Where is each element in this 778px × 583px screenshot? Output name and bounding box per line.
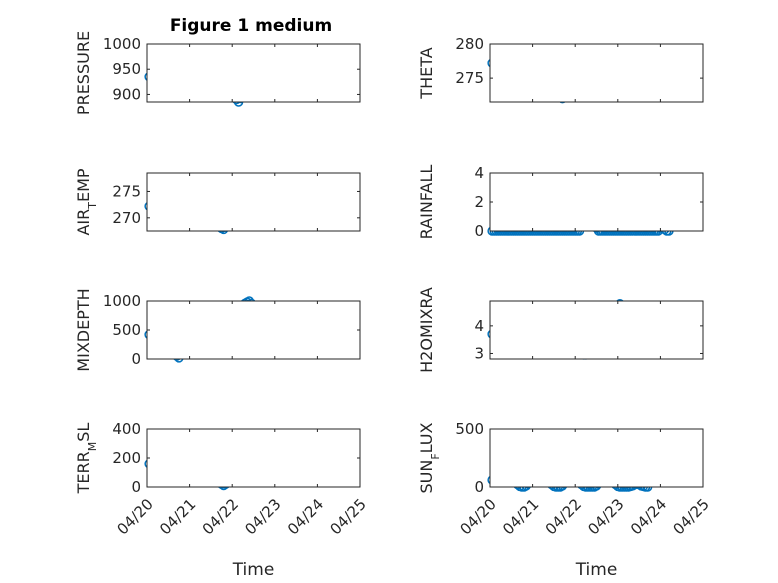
y-tick-label: 0 bbox=[131, 478, 141, 496]
x-tick-label: 04/23 bbox=[584, 495, 627, 538]
x-tick-label: 04/21 bbox=[499, 495, 542, 538]
y-tick-label: 400 bbox=[112, 420, 141, 438]
y-tick-label: 500 bbox=[455, 420, 484, 438]
axes-box bbox=[489, 172, 704, 232]
y-tick-label: 275 bbox=[112, 182, 141, 200]
subplot-mixdepth: 0 500 1000 MIXDEPTH bbox=[74, 288, 361, 372]
axes-box bbox=[146, 172, 361, 232]
axes-box bbox=[489, 300, 704, 360]
y-axis-label-main: THETA bbox=[417, 47, 436, 99]
y-axis-label: RAINFALL bbox=[417, 165, 436, 240]
y-axis-label-main: AIR bbox=[74, 209, 93, 236]
y-tick-label: 1000 bbox=[103, 292, 141, 310]
y-axis-label-main: MIXDEPTH bbox=[74, 288, 93, 371]
y-tick-label: 1000 bbox=[103, 35, 141, 53]
subplot-h2omixra: 3 4 H2OMIXRA bbox=[417, 287, 704, 373]
x-tick-label: 04/25 bbox=[327, 495, 370, 538]
subplot-rainfall: 0 2 4 RAINFALL bbox=[417, 164, 704, 240]
x-tick-label: 04/20 bbox=[114, 495, 157, 538]
y-tick-label: 0 bbox=[474, 478, 484, 496]
x-tick-label: 04/24 bbox=[627, 495, 670, 538]
figure-title: Figure 1 medium bbox=[170, 16, 332, 36]
y-axis-label-rest: EMP bbox=[74, 168, 93, 202]
y-axis-label-main: RAINFALL bbox=[417, 165, 436, 240]
y-axis-label-rest: LUX bbox=[417, 422, 436, 453]
y-tick-label: 500 bbox=[112, 321, 141, 339]
x-tick-label: 04/23 bbox=[241, 495, 284, 538]
y-tick-label: 200 bbox=[112, 449, 141, 467]
axes-box bbox=[146, 300, 361, 360]
x-axis-label: Time bbox=[232, 560, 275, 580]
subplot-pressure: 900 950 1000 PRESSURE bbox=[74, 31, 361, 115]
y-tick-label: 2 bbox=[474, 193, 484, 211]
y-axis-label-main: PRESSURE bbox=[74, 31, 93, 115]
y-axis-label-main: TERR bbox=[74, 451, 93, 494]
y-tick-label: 900 bbox=[112, 85, 141, 103]
y-tick-label: 0 bbox=[131, 350, 141, 368]
x-tick-label: 04/21 bbox=[156, 495, 199, 538]
y-axis-label: AIRTEMP bbox=[74, 168, 99, 235]
y-axis-label: PRESSURE bbox=[74, 31, 93, 115]
x-tick-label: 04/20 bbox=[457, 495, 500, 538]
y-axis-label: SUNFLUX bbox=[417, 422, 442, 493]
y-tick-label: 275 bbox=[455, 69, 484, 87]
subplot-sun_flux: 04/20 04/21 04/22 04/23 04/24 04/25 0 500 SUNFLU… bbox=[417, 420, 713, 580]
axes-box bbox=[489, 43, 704, 103]
y-axis-label-subscript: M bbox=[86, 442, 99, 452]
y-tick-label: 280 bbox=[455, 35, 484, 53]
y-axis-label-rest: SL bbox=[74, 423, 93, 442]
y-axis-label: TERRMSL bbox=[74, 423, 99, 495]
y-tick-label: 270 bbox=[112, 209, 141, 227]
y-axis-label-main: SUN bbox=[417, 460, 436, 494]
x-tick-label: 04/25 bbox=[670, 495, 713, 538]
x-tick-label: 04/24 bbox=[284, 495, 327, 538]
y-axis-label-subscript: T bbox=[86, 202, 99, 210]
y-tick-label: 4 bbox=[474, 164, 484, 182]
subplot-air_temp: 270 275 AIRTEMP bbox=[74, 168, 361, 236]
y-tick-label: 3 bbox=[474, 344, 484, 362]
x-tick-label: 04/22 bbox=[199, 495, 242, 538]
subplot-terr_msl: 04/20 04/21 04/22 04/23 04/24 04/25 0 200 400 TER… bbox=[74, 420, 370, 580]
y-axis-label-main: H2OMIXRA bbox=[417, 287, 436, 373]
y-axis-label-subscript: F bbox=[429, 453, 442, 459]
axes-box bbox=[146, 43, 361, 103]
y-axis-label: THETA bbox=[417, 47, 436, 99]
y-tick-label: 950 bbox=[112, 60, 141, 78]
axes-box bbox=[146, 428, 361, 488]
subplot-theta: 275 280 THETA bbox=[417, 35, 704, 104]
y-tick-label: 0 bbox=[474, 222, 484, 240]
axes-box bbox=[489, 428, 704, 488]
y-tick-label: 4 bbox=[474, 317, 484, 335]
x-tick-label: 04/22 bbox=[542, 495, 585, 538]
y-axis-label: MIXDEPTH bbox=[74, 288, 93, 371]
x-axis-label: Time bbox=[575, 560, 618, 580]
y-axis-label: H2OMIXRA bbox=[417, 287, 436, 373]
